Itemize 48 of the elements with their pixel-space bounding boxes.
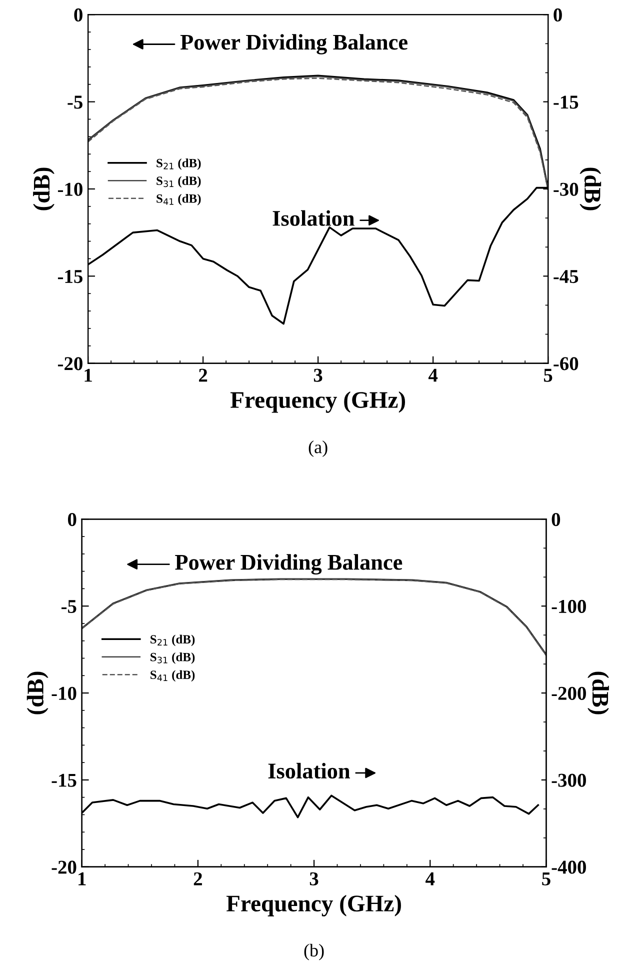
text: (a): [308, 440, 328, 457]
x-tick-label: 2: [199, 368, 208, 382]
x-tick-label: 5: [542, 872, 550, 886]
y-tick-label: -20: [58, 357, 82, 370]
annotation: Power Dividing Balance: [175, 554, 402, 575]
x-axis-title: Frequency (GHz): [226, 894, 401, 916]
y-tick-label: -15: [58, 270, 82, 284]
y-tick-label: 0: [68, 512, 76, 526]
y2-tick-label: 0: [552, 512, 560, 526]
annotation: Isolation: [272, 210, 354, 226]
x-tick-label: 4: [426, 872, 435, 886]
y2-tick-label: -60: [554, 357, 578, 370]
x-axis-title: Frequency (GHz): [230, 391, 406, 413]
y2-axis-title: (dB): [588, 672, 609, 714]
y-tick-label: -5: [61, 600, 76, 614]
x-tick-label: 5: [544, 368, 552, 382]
y2-tick-label: -100: [552, 600, 586, 614]
y-tick-label: 0: [74, 8, 82, 22]
y-tick-label: -15: [52, 774, 76, 787]
annotation: Isolation: [268, 762, 350, 779]
annotation: Power Dividing Balance: [180, 34, 408, 54]
legend-label: S$_{21}$ (dB): [150, 634, 195, 646]
x-tick-label: 2: [194, 872, 202, 886]
x-tick-label: 1: [84, 368, 92, 382]
y2-tick-label: -200: [552, 686, 586, 700]
legend-label: S$_{21}$ (dB): [156, 158, 201, 170]
y-tick-label: -5: [68, 96, 82, 109]
legend-label: S$_{41}$ (dB): [156, 194, 201, 206]
x-tick-label: 1: [78, 872, 86, 886]
y-tick-label: -20: [52, 860, 76, 874]
legend-label: S$_{31}$ (dB): [156, 176, 201, 188]
y-tick-label: -10: [58, 182, 82, 196]
legend-label: S$_{41}$ (dB): [150, 670, 195, 682]
y2-tick-label: -30: [554, 182, 578, 196]
y2-tick-label: 0: [554, 8, 562, 22]
y-axis-title: (dB): [26, 672, 48, 714]
legend-label: S$_{31}$ (dB): [150, 652, 195, 664]
x-tick-label: 4: [428, 368, 438, 382]
y2-tick-label: -400: [552, 860, 586, 874]
y-axis-title: (dB): [33, 168, 54, 210]
text: (b): [304, 944, 324, 960]
y2-tick-label: -15: [554, 96, 578, 109]
y2-tick-label: -45: [554, 270, 578, 284]
y2-tick-label: -300: [552, 774, 586, 787]
y-tick-label: -10: [52, 686, 76, 700]
y2-axis-title: (dB): [580, 168, 602, 210]
x-tick-label: 3: [314, 368, 322, 382]
x-tick-label: 3: [310, 872, 318, 886]
